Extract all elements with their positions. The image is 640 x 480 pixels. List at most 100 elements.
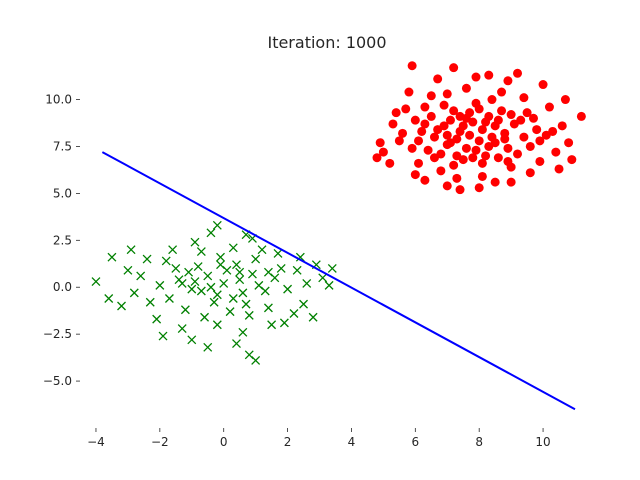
chart-title: Iteration: 1000	[267, 33, 386, 52]
circle-point	[439, 100, 449, 110]
circle-point	[468, 153, 478, 163]
x-marker-point	[190, 277, 200, 287]
x-marker-point	[203, 271, 213, 281]
circle-point	[493, 153, 503, 163]
circle-point	[484, 141, 494, 151]
circle-point	[398, 128, 408, 138]
circle-point	[567, 155, 577, 165]
circle-point	[433, 74, 443, 84]
circle-point	[461, 83, 471, 93]
x-marker-point	[161, 256, 171, 266]
x-marker-point	[238, 288, 248, 298]
x-marker-point	[263, 267, 273, 277]
x-marker-point	[279, 318, 289, 328]
x-marker-point	[155, 280, 165, 290]
x-marker-point	[241, 299, 251, 309]
circle-point	[394, 136, 404, 146]
circle-point	[433, 125, 443, 135]
circle-point	[445, 138, 455, 148]
x-marker-point	[196, 247, 206, 257]
circle-point	[513, 68, 523, 78]
x-marker-point	[232, 339, 241, 348]
circle-point	[378, 147, 388, 157]
x-marker-point	[171, 264, 181, 273]
x-marker-point	[212, 320, 222, 330]
circle-point	[535, 136, 545, 146]
x-marker-point	[295, 252, 305, 262]
circle-point	[455, 111, 465, 121]
x-marker-point	[302, 279, 312, 288]
circle-point	[487, 95, 497, 105]
circle-point	[477, 125, 487, 135]
circle-point	[429, 153, 439, 163]
x-tick-label: 0	[220, 435, 228, 449]
x-marker-point	[289, 309, 299, 318]
x-marker-point	[187, 335, 197, 345]
x-marker-point	[203, 342, 213, 352]
y-axis: 10.0 7.5 5.0 2.5 0.0 −2.5 −5.0	[43, 93, 80, 388]
circle-point	[506, 110, 516, 120]
circle-point	[474, 183, 484, 193]
circle-point	[557, 121, 567, 131]
circle-point	[522, 108, 532, 118]
x-marker-point	[225, 307, 235, 317]
x-marker-point	[187, 284, 197, 294]
x-marker-point	[276, 264, 286, 273]
circle-point	[458, 121, 468, 131]
circle-point	[481, 151, 491, 161]
x-tick-label: 6	[412, 435, 420, 449]
circle-point	[503, 76, 513, 86]
x-marker-point	[164, 294, 174, 303]
circle-point	[401, 104, 411, 114]
circle-point	[417, 126, 427, 136]
x-marker-point	[283, 284, 293, 294]
x-marker-point	[219, 279, 229, 288]
circle-point	[471, 145, 481, 155]
x-marker-point	[158, 331, 168, 341]
circle-point	[436, 166, 446, 176]
x-marker-point	[299, 299, 309, 309]
circle-point	[391, 108, 401, 118]
circle-point	[554, 164, 564, 174]
circle-point	[516, 115, 526, 125]
circle-point	[420, 102, 430, 112]
circle-point	[420, 175, 430, 185]
x-marker-point	[267, 320, 277, 330]
circle-point	[560, 95, 570, 105]
x-marker-point	[145, 297, 155, 307]
circle-point	[538, 80, 548, 90]
x-marker-point	[247, 269, 257, 279]
x-marker-point	[206, 228, 216, 238]
x-marker-point	[292, 265, 302, 275]
x-tick-label: 8	[475, 435, 483, 449]
x-marker-point	[251, 355, 261, 365]
circle-point	[442, 181, 452, 191]
circle-point	[375, 138, 385, 148]
x-marker-point	[228, 294, 238, 303]
x-marker-point	[254, 280, 264, 290]
x-marker-point	[152, 314, 162, 324]
circle-point	[484, 70, 494, 80]
x-marker-point	[257, 245, 267, 255]
x-marker-point	[244, 310, 254, 320]
circle-point	[465, 108, 475, 118]
x-marker-point	[308, 312, 318, 322]
x-marker-point	[228, 243, 238, 253]
circle-point	[497, 87, 507, 97]
circle-point	[513, 149, 523, 159]
x-marker-point	[196, 286, 206, 296]
circle-point	[426, 91, 436, 101]
y-tick-label: −5.0	[43, 374, 72, 388]
x-marker-point	[251, 254, 261, 264]
x-tick-label: 2	[284, 435, 292, 449]
circle-point	[414, 136, 424, 146]
x-marker-point	[129, 288, 139, 298]
x-marker-point	[238, 327, 248, 337]
x-marker-point	[216, 260, 225, 270]
circle-point	[455, 185, 465, 195]
circle-point	[410, 170, 420, 180]
circle-point	[490, 177, 500, 187]
circle-point	[493, 115, 503, 125]
circle-point	[525, 168, 535, 178]
